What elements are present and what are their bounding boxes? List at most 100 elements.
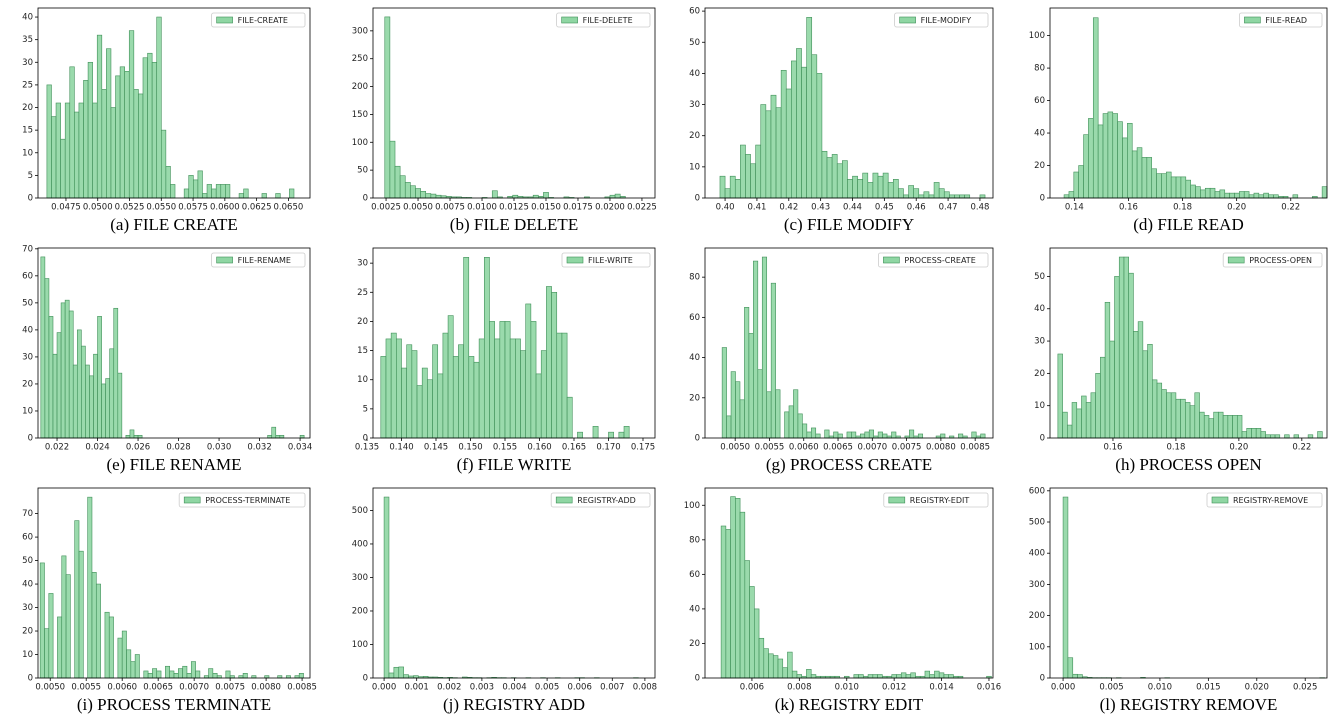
bar — [389, 140, 396, 199]
bar — [1092, 17, 1099, 199]
x-tick-label: 0.0055 — [71, 683, 101, 693]
x-tick-label: 0.43 — [811, 203, 830, 213]
bar — [1104, 301, 1111, 439]
bar — [592, 426, 599, 439]
y-tick-label: 200 — [352, 606, 368, 616]
bar — [797, 413, 803, 439]
bar — [1071, 402, 1078, 439]
bar — [211, 188, 217, 199]
bar — [197, 170, 203, 199]
bar — [566, 396, 573, 439]
bar — [1095, 373, 1101, 439]
x-tick-label: 0.46 — [907, 203, 926, 213]
bar — [943, 191, 950, 199]
bar — [432, 344, 439, 439]
bar — [404, 182, 411, 199]
x-tick-label: 0.024 — [85, 443, 109, 453]
bar — [954, 194, 960, 199]
bar — [898, 188, 904, 199]
bar — [842, 160, 848, 199]
bar — [126, 649, 132, 679]
bar — [729, 175, 736, 199]
bar — [1195, 186, 1201, 199]
axes-frame — [37, 247, 311, 439]
caption: (b) FILE DELETE — [450, 215, 578, 234]
bar — [1085, 402, 1092, 439]
bar — [908, 185, 914, 199]
x-tick-label: 0.20 — [1227, 203, 1246, 213]
bar — [499, 321, 506, 439]
bar — [398, 666, 404, 679]
x-tick-label: 0.006 — [740, 683, 764, 693]
bar — [757, 369, 763, 439]
bar — [1068, 191, 1075, 199]
y-tick-label: 30 — [1034, 337, 1045, 347]
bar — [156, 16, 162, 199]
bar — [261, 193, 267, 199]
x-tick-label: 0.010 — [1148, 683, 1172, 693]
x-tick-label: 0.165 — [562, 443, 586, 453]
axes-frame — [704, 7, 994, 199]
bar — [745, 154, 751, 199]
y-tick-label: 10 — [357, 375, 368, 385]
y-tick-label: 30 — [22, 352, 33, 362]
bar — [186, 673, 192, 679]
bar — [57, 616, 63, 679]
bar — [134, 654, 140, 679]
x-tick-label: 0.0060 — [789, 443, 819, 453]
bar — [1232, 415, 1238, 439]
caption: (j) REGISTRY ADD — [443, 695, 585, 714]
bar — [92, 102, 98, 199]
x-tick-label: 0.145 — [424, 443, 448, 453]
bar — [763, 648, 769, 679]
x-tick-label: 0.44 — [843, 203, 862, 213]
legend-label: FILE-DELETE — [583, 16, 633, 25]
x-tick-label: 0.0225 — [627, 203, 657, 213]
x-tick-label: 0.015 — [1196, 683, 1220, 693]
legend-swatch — [561, 16, 578, 24]
bar — [421, 367, 428, 439]
y-tick-label: 50 — [357, 166, 368, 176]
legend-box — [556, 12, 651, 28]
x-tick-label: 0.0600 — [210, 203, 240, 213]
x-tick-label: 0.170 — [596, 443, 620, 453]
bar — [824, 429, 830, 439]
bar — [831, 154, 838, 199]
axes-frame — [1049, 487, 1328, 679]
bar — [775, 389, 781, 439]
y-tick-label: 10 — [689, 162, 700, 172]
bar — [1222, 415, 1229, 439]
bar — [1321, 186, 1328, 199]
bar — [411, 350, 418, 439]
x-tick-label: 0.0050 — [403, 203, 433, 213]
x-tick-label: 0.014 — [929, 683, 953, 693]
x-tick-label: 0.14 — [1065, 203, 1084, 213]
bar — [78, 550, 84, 679]
bar — [1067, 424, 1073, 439]
bar — [388, 672, 395, 679]
x-tick-label: 0.18 — [1166, 443, 1185, 453]
x-tick-label: 0.034 — [288, 443, 312, 453]
bar — [64, 102, 71, 199]
bar — [151, 61, 158, 199]
x-tick-label: 0.18 — [1173, 203, 1192, 213]
bar — [1214, 191, 1221, 199]
bar — [1218, 411, 1224, 439]
bar — [903, 194, 909, 199]
bar — [142, 57, 148, 199]
bar — [520, 350, 526, 439]
bar — [147, 673, 153, 679]
bar — [48, 316, 54, 439]
legend-label: REGISTRY-ADD — [577, 496, 636, 505]
bar — [87, 61, 93, 199]
bar — [910, 672, 916, 679]
x-tick-label: 0.030 — [207, 443, 231, 453]
bar — [543, 192, 549, 199]
bar — [923, 191, 930, 199]
bar — [1189, 405, 1196, 439]
bar — [390, 332, 397, 439]
panel: 0.0025 0.0050 0.0075 0.0100 0.0125 0.0150 0.01… — [352, 7, 657, 234]
y-tick-label: 60 — [689, 570, 700, 580]
bar — [478, 338, 485, 439]
bar — [74, 111, 80, 199]
